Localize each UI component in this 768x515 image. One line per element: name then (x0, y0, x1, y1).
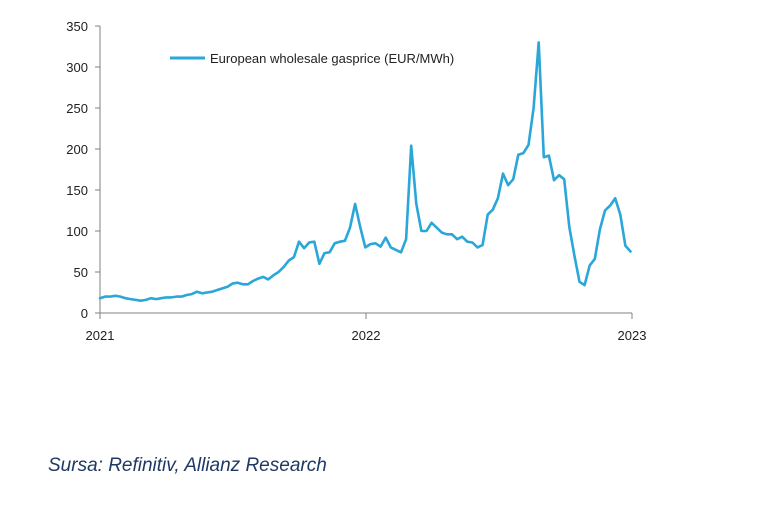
legend: European wholesale gasprice (EUR/MWh) (170, 51, 454, 66)
legend-label: European wholesale gasprice (EUR/MWh) (210, 51, 454, 66)
x-tick-label: 2021 (86, 328, 115, 343)
y-tick-label: 50 (74, 265, 88, 280)
chart: 0 50 100 150 200 250 300 350 2021 2022 2023 Europ… (66, 19, 647, 343)
y-tick-label: 0 (81, 306, 88, 321)
y-tick-label: 300 (66, 60, 88, 75)
y-tick-label: 100 (66, 224, 88, 239)
series-layer (98, 41, 632, 303)
y-tick-label: 350 (66, 19, 88, 34)
y-tick-label: 150 (66, 183, 88, 198)
source-note: Sursa: Refinitiv, Allianz Research (48, 455, 327, 476)
series-line-gas-price (98, 41, 632, 303)
x-tick-label: 2023 (618, 328, 647, 343)
x-tick-label: 2022 (352, 328, 381, 343)
y-axis: 0 50 100 150 200 250 300 350 (66, 19, 101, 321)
y-tick-label: 250 (66, 101, 88, 116)
x-axis: 2021 2022 2023 (86, 312, 647, 343)
y-tick-label: 200 (66, 142, 88, 157)
